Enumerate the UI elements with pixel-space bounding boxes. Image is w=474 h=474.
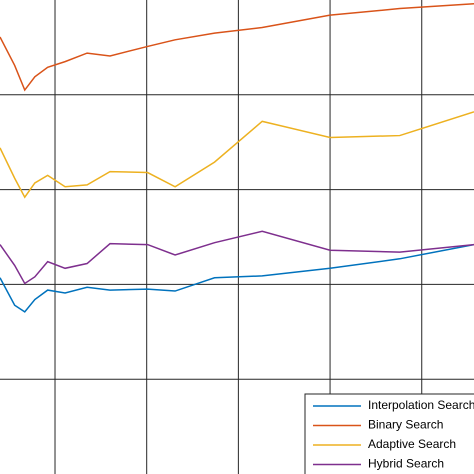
legend-label: Hybrid Search	[368, 457, 444, 471]
series-line	[0, 111, 474, 199]
legend-box	[304, 393, 474, 474]
series-line	[0, 243, 474, 313]
legend-label: Adaptive Search	[368, 437, 456, 451]
series-line	[0, 230, 474, 285]
legend-label: Interpolation Search	[368, 398, 474, 412]
legend: Interpolation Search Binary Search Adaptiv…	[304, 393, 474, 474]
series-line	[0, 3, 474, 92]
legend-label: Binary Search	[368, 418, 443, 432]
